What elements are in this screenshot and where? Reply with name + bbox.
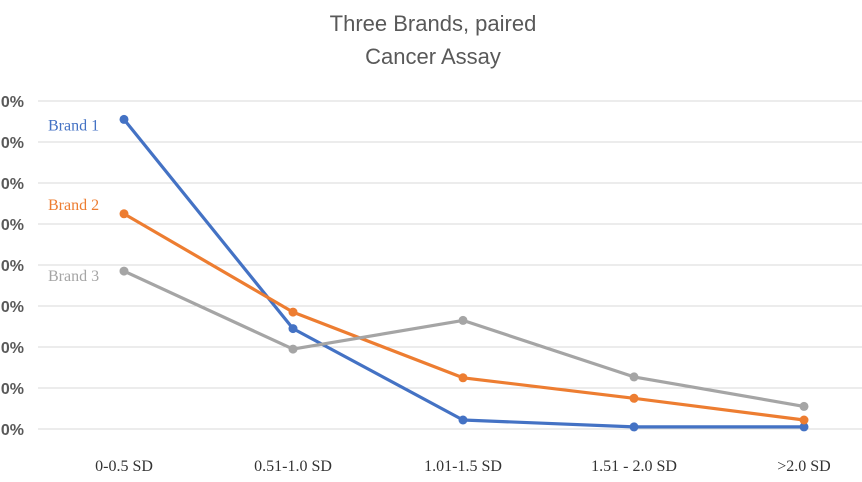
series-labels: Brand 1 Brand 2 Brand 3 <box>48 117 99 285</box>
series-line <box>122 269 806 408</box>
data-point <box>458 315 468 325</box>
x-axis-category-labels: 0-0.5 SD 0.51-1.0 SD 1.01-1.5 SD 1.51 - 2.0… <box>95 458 831 475</box>
chart-subtitle: Cancer Assay <box>365 44 501 69</box>
data-point <box>799 415 809 425</box>
x-category-label: 0-0.5 SD <box>95 458 153 475</box>
data-point <box>629 372 639 382</box>
y-tick-label: 0% <box>1 217 24 234</box>
y-tick-label: 0% <box>1 94 24 111</box>
y-tick-label: 0% <box>1 340 24 357</box>
series-lines <box>119 114 809 432</box>
series-brand-2 <box>119 209 809 425</box>
data-point <box>799 401 809 411</box>
y-tick-label: 0% <box>1 135 24 152</box>
x-category-label: 1.51 - 2.0 SD <box>591 458 677 475</box>
x-category-label: 1.01-1.5 SD <box>424 458 502 475</box>
data-point <box>288 324 298 334</box>
x-category-label: 0.51-1.0 SD <box>254 458 332 475</box>
y-axis-tick-labels: 0% 0% 0% 0% 0% 0% 0% 0% 0% <box>1 94 24 439</box>
data-point <box>119 266 129 276</box>
y-tick-label: 0% <box>1 422 24 439</box>
data-point <box>288 344 298 354</box>
y-tick-label: 0% <box>1 381 24 398</box>
y-tick-label: 0% <box>1 258 24 275</box>
series-label: Brand 1 <box>48 117 99 134</box>
series-brand-3 <box>119 266 809 411</box>
series-brand-1 <box>119 114 809 432</box>
series-label: Brand 3 <box>48 268 99 285</box>
y-tick-label: 0% <box>1 176 24 193</box>
data-point <box>288 307 298 317</box>
data-point <box>119 209 129 219</box>
data-point <box>458 373 468 383</box>
data-point <box>119 114 129 124</box>
series-label: Brand 2 <box>48 197 99 214</box>
data-point <box>458 415 468 425</box>
data-point <box>629 393 639 403</box>
y-tick-label: 0% <box>1 299 24 316</box>
gridlines <box>38 100 862 430</box>
chart-title: Three Brands, paired <box>330 11 537 36</box>
data-point <box>799 422 809 432</box>
x-category-label: >2.0 SD <box>777 458 830 475</box>
data-point <box>629 422 639 432</box>
